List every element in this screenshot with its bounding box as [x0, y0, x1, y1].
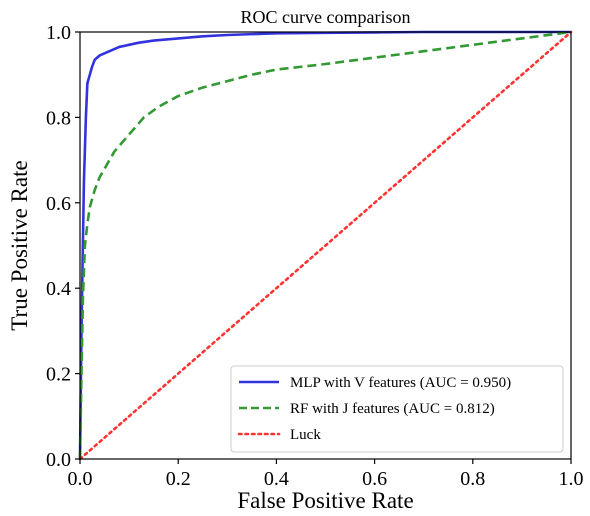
- x-tick-label: 0.6: [362, 468, 387, 490]
- y-tick-label: 0.2: [46, 364, 71, 386]
- y-tick-label: 0.6: [46, 193, 71, 215]
- x-tick-label: 0.0: [68, 468, 93, 490]
- x-tick-label: 0.8: [460, 468, 485, 490]
- x-tick-label: 0.2: [166, 468, 191, 490]
- x-tick-label: 0.4: [264, 468, 289, 490]
- legend: MLP with V features (AUC = 0.950) RF with…: [230, 365, 564, 453]
- series-line-2: [78, 30, 573, 461]
- y-axis-label: True Positive Rate: [7, 160, 32, 330]
- ticks-layer: 0.0 0.2 0.4 0.6 0.8 1.0 0.0 0.2 0.4 0.6 0.8 1.0: [46, 22, 584, 490]
- legend-label-1: RF with J features (AUC = 0.812): [290, 401, 495, 417]
- legend-label-0: MLP with V features (AUC = 0.950): [290, 375, 511, 391]
- series-line-1: [78, 30, 572, 460]
- legend-label-2: Luck: [290, 427, 321, 443]
- y-tick-label: 1.0: [46, 22, 71, 44]
- y-tick-label: 0.8: [46, 107, 71, 129]
- legend-box: [230, 365, 564, 453]
- y-tick-label: 0.4: [46, 278, 71, 300]
- x-tick-label: 1.0: [559, 468, 584, 490]
- plot-frame: [79, 31, 572, 460]
- chart-title: ROC curve comparison: [241, 7, 411, 27]
- x-axis-label: False Positive Rate: [237, 488, 413, 513]
- y-tick-label: 0.0: [46, 449, 71, 471]
